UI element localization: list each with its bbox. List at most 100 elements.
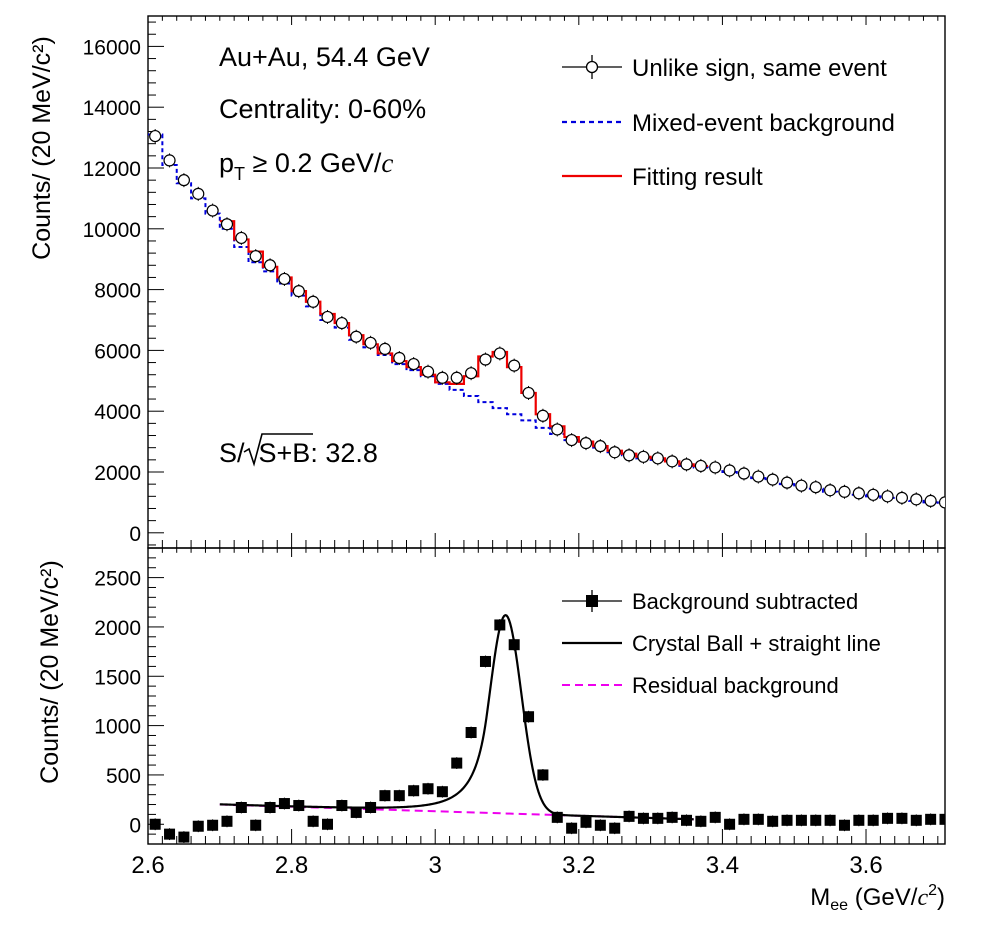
background-subtracted-point (537, 769, 549, 781)
marker (149, 129, 162, 143)
background-subtracted-point (178, 831, 190, 844)
marker (652, 812, 664, 824)
marker (925, 813, 937, 825)
marker (494, 619, 506, 631)
bottom-y-axis-label: Counts/ (20 MeV/c²) (36, 560, 64, 784)
unlike-sign-point (867, 487, 880, 502)
background-subtracted-point (939, 813, 945, 826)
background-subtracted-point (681, 814, 693, 827)
y-tick-label: 16000 (83, 36, 141, 59)
marker (622, 449, 636, 462)
annotation-centrality: Centrality: 0-60% (219, 94, 426, 124)
background-subtracted-point (235, 801, 247, 814)
background-subtracted-point (207, 819, 219, 832)
unlike-sign-point (780, 475, 794, 490)
marker (623, 810, 635, 822)
crystal-ball-fit-line (219, 613, 694, 821)
marker (766, 473, 779, 486)
unlike-sign-point (924, 493, 937, 508)
marker (767, 815, 779, 827)
marker (465, 367, 478, 380)
annotation-system: Au+Au, 54.4 GeV (219, 42, 430, 72)
background-subtracted-point (494, 619, 506, 631)
top-data-layer (148, 129, 945, 510)
marker (881, 490, 894, 503)
marker (924, 494, 937, 507)
marker (709, 811, 721, 823)
marker (335, 316, 348, 330)
background-subtracted-point (365, 801, 377, 814)
marker (408, 785, 420, 797)
unlike-sign-point (522, 385, 535, 400)
background-subtracted-point (609, 822, 621, 835)
background-subtracted-point (594, 819, 606, 832)
background-subtracted-point (738, 813, 750, 826)
sqrt-sign (243, 433, 313, 467)
marker (322, 818, 334, 830)
bottom-axes: 2.6 2.8 3 3.2 3.4 3.6 0 500 1000 1500 2000 2500 (94, 548, 939, 879)
marker (292, 285, 305, 298)
unlike-sign-point (579, 436, 593, 451)
marker (838, 485, 851, 498)
y-tick-label: 2500 (94, 568, 141, 591)
background-subtracted-point (336, 799, 348, 812)
unlike-sign-point (637, 449, 650, 464)
top-legend: Unlike sign, same event Mixed-event back… (562, 55, 895, 191)
unlike-sign-point (795, 478, 808, 493)
y-tick-label: 12000 (83, 158, 141, 181)
background-subtracted-point (695, 815, 707, 828)
marker (436, 786, 448, 798)
svg-text:S/S+B: 32.8: S/S+B: 32.8 (219, 438, 378, 468)
unlike-sign-point (350, 329, 363, 344)
x-tick-label: 2.6 (131, 852, 164, 879)
marker (580, 816, 592, 828)
unlike-sign-point (465, 366, 478, 381)
y-tick-label: 0 (129, 523, 141, 546)
marker (780, 476, 794, 489)
marker (551, 423, 564, 436)
marker (393, 351, 406, 365)
background-subtracted-point (408, 784, 420, 797)
background-subtracted-point (149, 818, 161, 831)
y-tick-label: 0 (129, 814, 141, 837)
marker (307, 815, 319, 827)
marker (738, 813, 750, 825)
marker (637, 812, 649, 824)
marker (177, 174, 191, 187)
unlike-sign-point (421, 364, 435, 379)
marker (220, 218, 234, 231)
top-y-axis-label: Counts/ (20 MeV/c²) (28, 36, 56, 260)
background-subtracted-point (810, 814, 822, 827)
unlike-sign-point (378, 341, 392, 356)
marker (752, 813, 764, 825)
x-axis-label: Mee (GeV/c2) (810, 882, 945, 914)
marker (824, 814, 836, 826)
marker (637, 450, 650, 463)
marker (207, 819, 219, 831)
unlike-sign-point (881, 489, 894, 504)
unlike-sign-point (895, 490, 909, 505)
unlike-sign-point (364, 335, 377, 350)
marker (737, 467, 751, 480)
marker (723, 464, 736, 477)
marker (192, 187, 205, 200)
unlike-sign-point (651, 451, 664, 466)
background-subtracted-point (192, 820, 204, 833)
background-subtracted-point (853, 814, 865, 827)
bottom-legend: Background subtracted Crystal Ball + str… (562, 589, 881, 698)
unlike-sign-point (594, 439, 607, 454)
svg-text:Unlike sign, same event: Unlike sign, same event (632, 55, 887, 82)
unlike-sign-point (220, 217, 234, 232)
marker (882, 812, 894, 824)
marker (666, 455, 679, 468)
marker (608, 446, 621, 459)
background-subtracted-point (436, 785, 448, 798)
y-tick-label: 2000 (94, 617, 141, 640)
background-subtracted-point (523, 710, 535, 723)
background-subtracted-point (867, 814, 879, 827)
marker (810, 814, 822, 826)
background-subtracted-point (896, 812, 908, 825)
marker (163, 154, 176, 167)
background-subtracted-point (623, 810, 635, 823)
